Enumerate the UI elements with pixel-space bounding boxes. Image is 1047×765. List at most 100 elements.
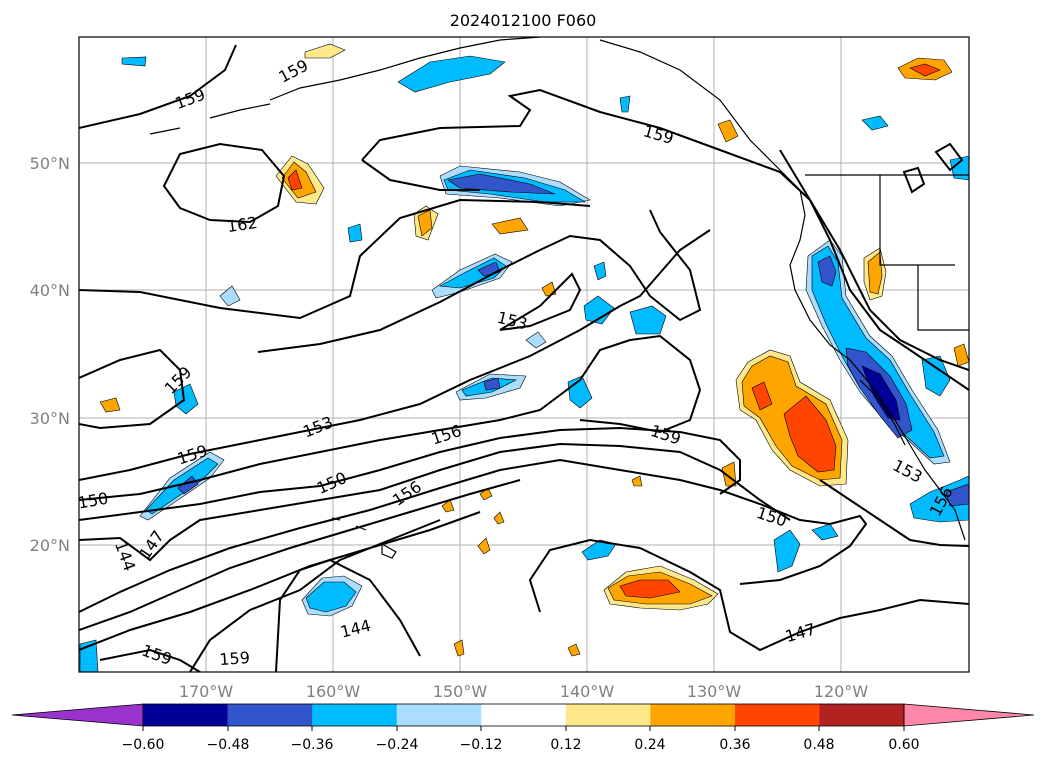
colorbar-tick-label: −0.48 xyxy=(207,737,250,753)
negative-anomaly-patch xyxy=(173,383,199,415)
height-contour xyxy=(79,426,741,521)
colorbar-extend-max xyxy=(903,703,1035,727)
lon-label: 130°W xyxy=(687,682,742,701)
aleutian-islands xyxy=(149,103,271,135)
positive-anomaly-patch xyxy=(453,639,465,657)
colorbar-tick-label: −0.60 xyxy=(122,737,165,753)
negative-anomaly-patch xyxy=(593,261,607,281)
latitude-labels: 50°N 40°N 30°N 20°N xyxy=(30,154,70,555)
height-contour xyxy=(79,198,591,320)
negative-anomaly-patch xyxy=(909,475,969,523)
lon-label: 160°W xyxy=(306,682,361,701)
height-contour xyxy=(257,209,702,353)
positive-anomaly-patch xyxy=(491,217,529,235)
state-border xyxy=(917,265,969,331)
lon-label: 150°W xyxy=(433,682,488,701)
colorbar-tick-label: −0.12 xyxy=(460,737,503,753)
height-contour xyxy=(902,166,926,194)
negative-anomaly-patch xyxy=(583,295,615,325)
positive-anomaly-patch xyxy=(631,475,643,487)
negative-anomaly-patch xyxy=(305,581,357,613)
negative-anomaly-patch xyxy=(811,245,945,459)
map-panel: 159 159 162 159 153 159 153 156 159 150 … xyxy=(78,36,970,673)
positive-anomaly-patch xyxy=(304,43,346,59)
negative-anomaly-patch xyxy=(921,355,951,397)
negative-anomaly-patch xyxy=(619,95,631,113)
positive-anomaly-patch xyxy=(783,395,837,473)
height-contour xyxy=(499,272,582,331)
height-contour xyxy=(79,511,481,651)
lat-label: 50°N xyxy=(30,154,70,173)
negative-anomaly-patch xyxy=(347,223,363,243)
height-contour xyxy=(162,142,286,224)
north-america-west-coast xyxy=(789,214,966,541)
colorbar-segment xyxy=(650,704,736,726)
height-contour xyxy=(275,558,421,672)
colorbar-segment xyxy=(396,704,482,726)
map-title: 2024012100 F060 xyxy=(450,11,597,30)
map-frame xyxy=(78,36,970,673)
negative-anomaly-patch xyxy=(861,365,901,421)
colorbar-outline xyxy=(142,703,905,727)
negative-anomaly-patch xyxy=(219,285,241,307)
height-contour xyxy=(79,442,791,562)
shaded-anomalies xyxy=(79,43,969,672)
lat-label: 20°N xyxy=(30,536,70,555)
height-contour xyxy=(361,88,969,391)
contour-label: 162 xyxy=(226,213,259,236)
colorbar-segment xyxy=(312,704,398,726)
colorbar-tick-label: 0.60 xyxy=(888,737,919,753)
positive-anomaly-patch xyxy=(99,397,121,413)
colorbar-tick-labels: −0.60 −0.48 −0.36 −0.24 −0.12 0.12 0.24 … xyxy=(122,737,920,753)
height-contour xyxy=(934,142,964,172)
height-contour xyxy=(79,334,702,501)
positive-anomaly-patch xyxy=(441,499,455,513)
height-contour xyxy=(361,159,480,191)
colorbar-segment xyxy=(565,704,651,726)
alaska-coastline xyxy=(269,37,541,101)
colorbar-tick-label: 0.24 xyxy=(634,737,665,753)
positive-anomaly-patch xyxy=(417,209,433,237)
longitude-labels: 170°W 160°W 150°W 140°W 130°W 120°W xyxy=(179,682,869,701)
positive-anomaly-patch xyxy=(909,63,941,77)
colorbar-segment xyxy=(819,704,905,726)
positive-anomaly-patch xyxy=(751,381,773,411)
positive-anomaly-patch xyxy=(717,119,739,143)
positive-anomaly-patch xyxy=(287,169,303,191)
positive-anomaly-patch xyxy=(567,643,581,657)
colorbar-extend-min xyxy=(11,703,144,727)
colorbar-tick-label: −0.36 xyxy=(291,737,334,753)
colorbar: −0.60 −0.48 −0.36 −0.24 −0.12 0.12 0.24 … xyxy=(11,703,1035,753)
height-contour xyxy=(189,519,441,672)
negative-anomaly-patch xyxy=(397,55,506,93)
height-contour xyxy=(79,44,237,129)
colorbar-segment xyxy=(734,704,820,726)
contour-label: 159 xyxy=(219,648,251,669)
negative-anomaly-patch xyxy=(79,639,99,672)
baja-california xyxy=(859,379,906,446)
positive-anomaly-patch xyxy=(867,251,883,295)
negative-anomaly-patch xyxy=(773,529,801,573)
colorbar-segment xyxy=(227,704,313,726)
negative-anomaly-patch xyxy=(483,377,501,391)
colorbar-tick-label: 0.36 xyxy=(719,737,750,753)
state-border xyxy=(879,175,955,266)
positive-anomaly-patch xyxy=(477,537,491,555)
negative-anomaly-patch xyxy=(525,331,547,349)
height-contour xyxy=(819,479,969,547)
height-contours xyxy=(79,44,969,672)
height-contour xyxy=(779,149,969,371)
colorbar-tick-label: −0.24 xyxy=(376,737,419,753)
height-contour xyxy=(79,458,868,613)
lat-label: 40°N xyxy=(30,281,70,300)
negative-anomaly-patch xyxy=(629,305,667,335)
negative-anomaly-patch xyxy=(121,56,147,67)
negative-anomaly-patch xyxy=(817,255,837,287)
height-contour xyxy=(79,479,521,631)
positive-anomaly-patch xyxy=(619,579,681,599)
lon-label: 120°W xyxy=(814,682,869,701)
positive-anomaly-patch xyxy=(953,343,969,367)
colorbar-segments xyxy=(143,704,905,726)
negative-anomaly-patch xyxy=(177,475,199,495)
